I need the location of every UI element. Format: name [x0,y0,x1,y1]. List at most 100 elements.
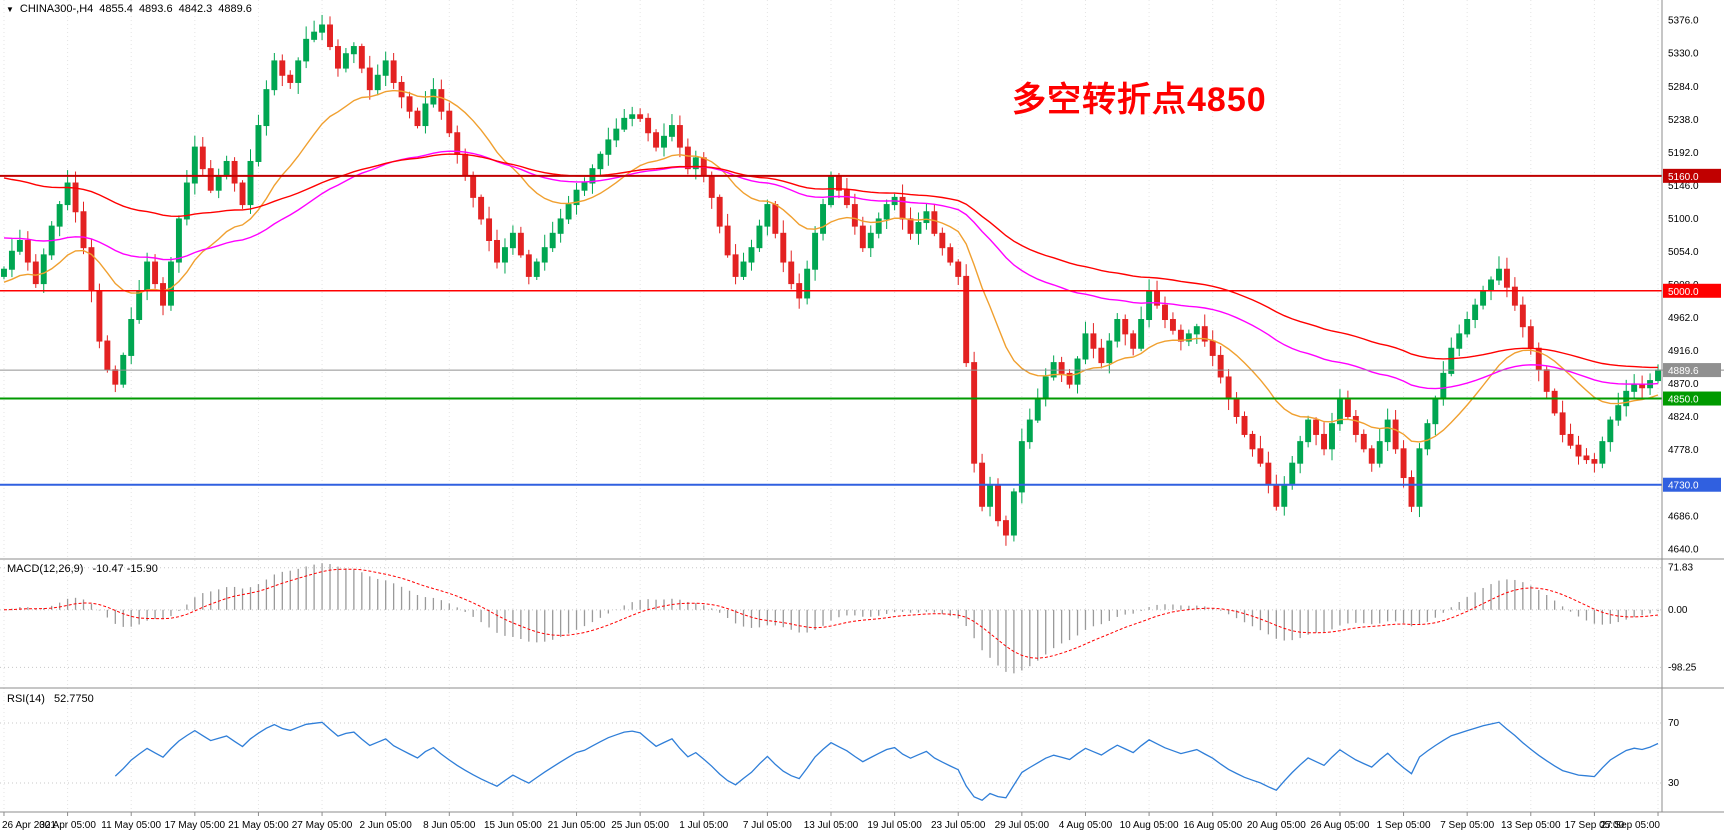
candle-down [963,275,970,364]
candle-down [358,46,365,69]
candle-down [1098,347,1105,364]
candle-down [1162,304,1168,321]
candle-up [342,53,349,69]
candle-up [303,38,310,62]
macd-signal-line [3,568,1659,659]
candle-up [175,218,182,263]
price-axis: 5376.0 5330.0 5284.0 5238.0 5192.0 5146.0 5100… [1663,16,1721,789]
candle-down [1368,448,1375,464]
candle-down [160,283,166,306]
candle-up [621,117,628,130]
ma-fast-orange-line [3,89,1659,443]
candle-down [1066,372,1073,385]
time-axis-label: 26 Apr 2021 [2,820,56,831]
candle-down [1265,462,1272,486]
candle-up [756,225,763,249]
candle-down [1090,333,1097,349]
candle-down [1503,268,1510,288]
axis-tick-label: 5376.0 [1668,16,1699,27]
candle-down [32,261,39,285]
candle-down [80,211,87,249]
candle-up [661,135,667,148]
candle-down [366,67,373,91]
quote-open-value: 4855.4 [99,3,133,15]
panel-separators [0,0,1724,813]
ma-fast-orange [3,89,1659,443]
candle-down [1321,433,1327,450]
candle-down [859,225,866,249]
candle-up [812,232,819,270]
candle-down [1217,354,1224,378]
time-axis-label: 25 Jun 05:00 [611,820,669,831]
candle-up [168,261,174,306]
macd-name: MACD(12,26,9) [7,563,84,575]
candle-down [1559,412,1566,435]
candle-down [478,196,485,220]
candle-up [692,157,699,170]
candle-down [335,46,341,69]
time-axis-label: 21 May 05:00 [228,820,289,831]
candle-down [780,232,787,263]
candle-up [128,319,135,356]
candle-up [56,204,63,227]
price-badge-5000.0 [1663,283,1721,298]
candle-down [287,74,294,83]
macd-indicator-label: MACD(12,26,9) -10.47 -15.90 [7,563,158,575]
time-axis-label: 13 Sep 05:00 [1501,820,1561,831]
candle-down [637,114,644,119]
candle-up [613,128,620,141]
candle-down [1241,415,1248,435]
candle-up [1488,279,1494,292]
axis-tick-label: 4778.0 [1668,445,1699,456]
time-axis-label: 30 Apr 05:00 [39,820,96,831]
candle-up [549,232,556,249]
ma-slow-red [3,153,1658,369]
candle-down [279,60,286,76]
candle-down [24,239,31,263]
candle-down [1591,459,1598,464]
candle-up [875,218,882,234]
candle-up [1384,419,1391,443]
candle-down [446,110,453,134]
axis-tick-label: 70 [1668,718,1680,729]
candle-up [557,218,564,234]
time-axis-label: 26 Aug 05:00 [1310,820,1369,831]
ma-mid-magenta-line [3,150,1659,390]
macd-values: -10.47 -15.90 [92,563,158,575]
price-badge-4850.0 [1663,391,1721,406]
axis-tick-label: 5284.0 [1668,82,1699,93]
candle-up [40,254,47,285]
candle-up [1106,340,1113,364]
candle-up [1185,333,1192,342]
candle-down [207,168,214,191]
candle-down [653,132,660,148]
quote-close-value: 4889.6 [218,3,252,15]
candle-down [390,60,397,83]
macd-panel [0,563,1662,674]
price-badge-5160.0 [1663,168,1721,183]
candle-up [1440,372,1447,400]
candle-down [414,110,421,127]
candle-up [350,46,357,55]
candle-down [104,340,111,371]
candle-down [1122,319,1129,335]
candle-down [231,160,238,184]
collapse-triangle-icon[interactable]: ▼ [6,4,14,14]
axis-tick-label: 4962.0 [1668,313,1699,324]
symbol-quote-bar: ▼ CHINA300-,H4 4855.4 4893.6 4842.3 4889… [6,3,252,15]
candle-up [215,175,222,191]
candle-down [406,96,413,112]
axis-tick-label: 4686.0 [1668,511,1699,522]
candle-down [470,175,477,198]
candle-down [1527,326,1534,349]
candle-up [1599,441,1606,464]
candle-up [223,160,230,177]
candle-down [684,146,691,170]
candle-down [724,225,731,256]
candle-down [1551,390,1558,414]
candle-down [525,254,532,277]
candle-up [828,175,834,206]
